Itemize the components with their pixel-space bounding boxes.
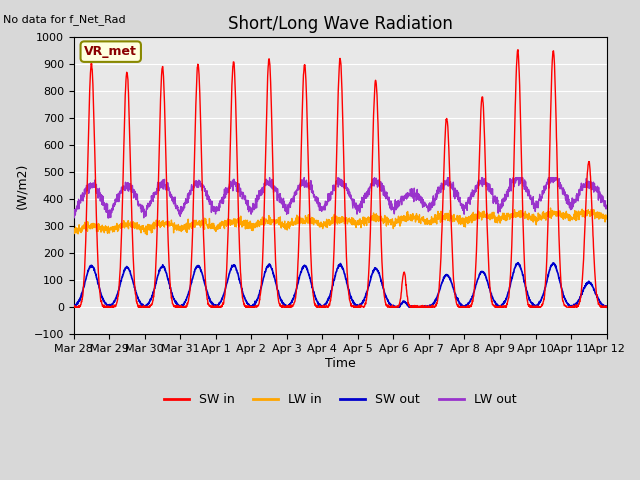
- Text: No data for f_Net_Rad: No data for f_Net_Rad: [3, 14, 126, 25]
- Title: Short/Long Wave Radiation: Short/Long Wave Radiation: [228, 15, 452, 33]
- X-axis label: Time: Time: [324, 357, 355, 370]
- Y-axis label: (W/m2): (W/m2): [15, 163, 28, 209]
- Legend: SW in, LW in, SW out, LW out: SW in, LW in, SW out, LW out: [159, 388, 522, 411]
- Text: VR_met: VR_met: [84, 45, 137, 58]
